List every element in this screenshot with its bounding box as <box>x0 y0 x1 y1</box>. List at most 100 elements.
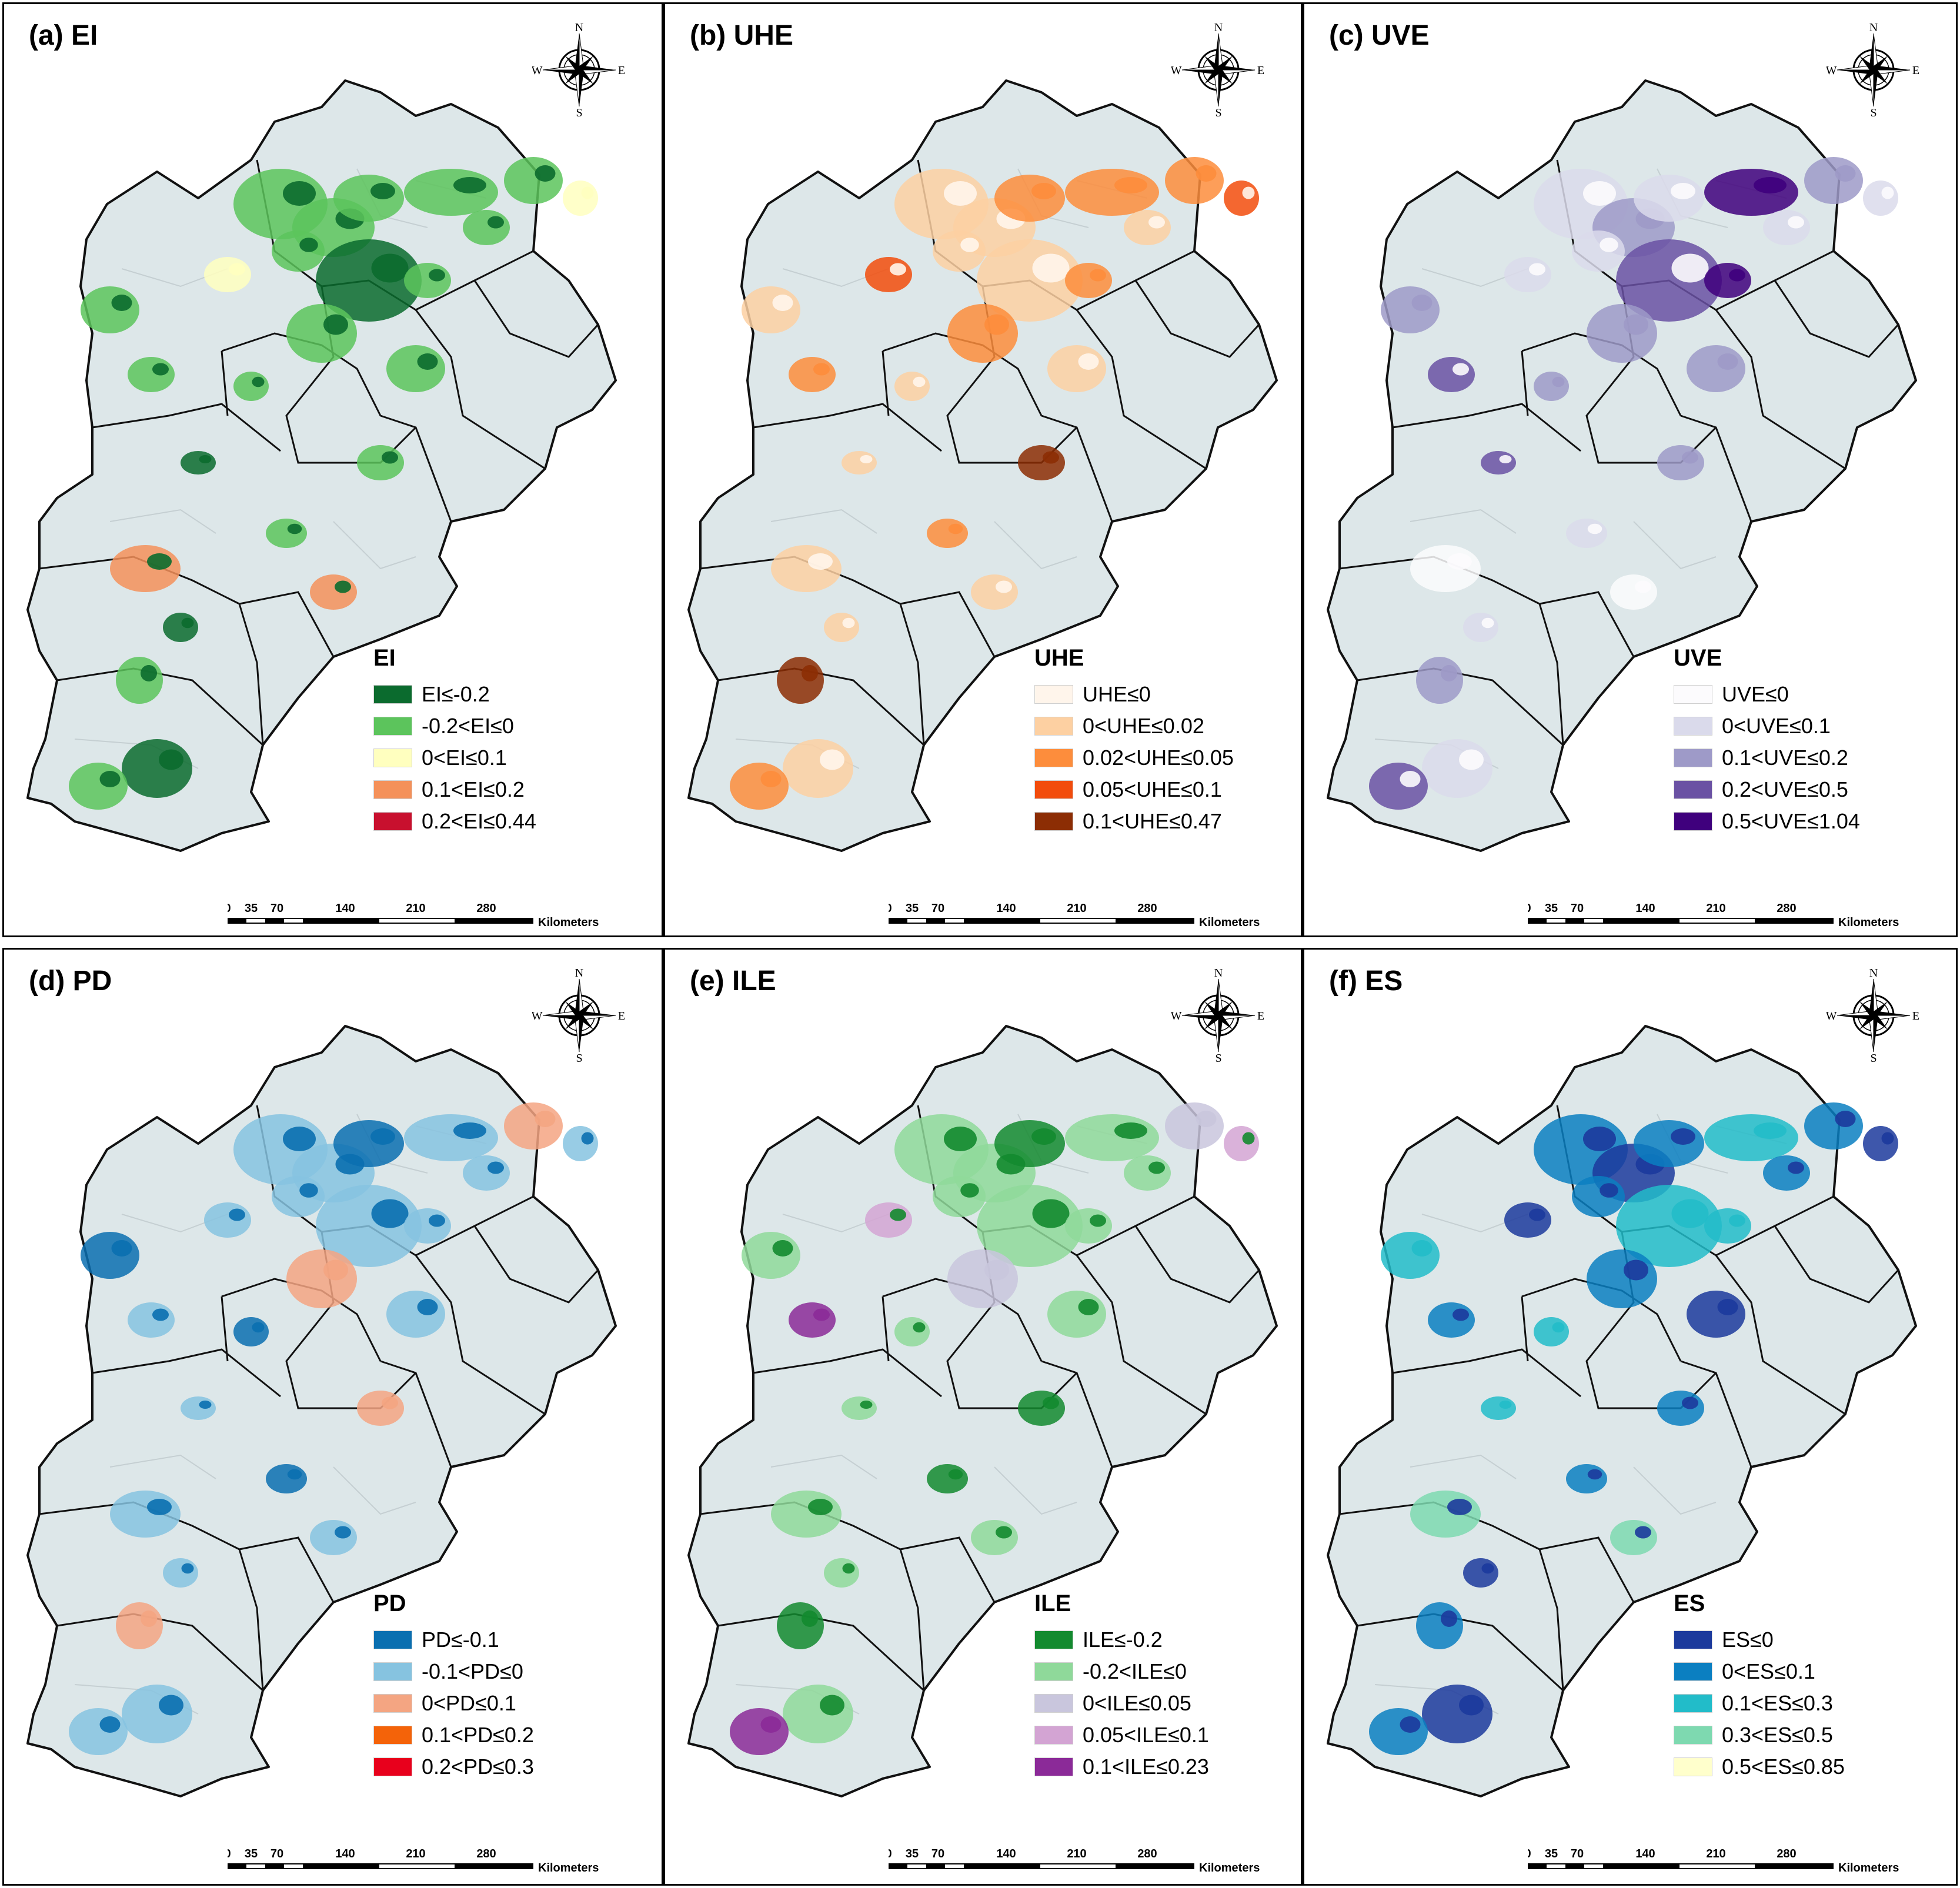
scale-tick-label: 280 <box>1137 1847 1157 1860</box>
data-patch <box>1078 353 1099 370</box>
scale-tick-label: 70 <box>271 1847 283 1860</box>
compass-north: N <box>575 968 583 980</box>
legend-item: -0.2<ILE≤0 <box>1034 1656 1209 1687</box>
scale-tick-label: 140 <box>335 902 355 915</box>
compass-south: S <box>1215 1052 1221 1062</box>
legend-item: 0.1<PD≤0.2 <box>373 1719 534 1751</box>
legend-item: 0.1<EI≤0.2 <box>373 774 536 806</box>
data-patch <box>894 372 930 401</box>
data-patch <box>252 376 265 387</box>
legend-swatch <box>373 1726 412 1745</box>
data-patches <box>1369 157 1898 810</box>
data-patch <box>1065 169 1159 216</box>
data-patch <box>860 1401 873 1409</box>
legend-swatch <box>373 748 412 767</box>
legend-label: UVE≤0 <box>1722 682 1789 706</box>
data-patch <box>122 1685 192 1743</box>
compass-north: N <box>1214 23 1223 34</box>
data-patch <box>1671 253 1709 283</box>
data-patch <box>1463 613 1498 642</box>
scale-tick-label: 70 <box>1571 1847 1584 1860</box>
data-patch <box>1600 1183 1618 1198</box>
legend-swatch <box>1034 1694 1073 1713</box>
scale-bar: 0 35 70 140 210 280 Kilometers <box>228 1847 599 1874</box>
data-patch <box>1453 363 1469 376</box>
compass-south: S <box>1215 106 1221 117</box>
legend-swatch <box>1034 1726 1073 1745</box>
data-patch <box>535 165 556 182</box>
data-patch <box>1657 445 1704 480</box>
data-patch <box>824 613 859 642</box>
data-patch <box>159 749 183 770</box>
data-patch <box>581 186 594 199</box>
data-patch <box>163 613 198 642</box>
data-patch <box>333 1120 404 1167</box>
map-panel-4: (d) PD N S E W PD PD≤-0.1 -0.1<PD≤0 0<PD≤0… <box>2 948 663 1886</box>
data-patch <box>1065 1208 1112 1244</box>
data-patch <box>1499 455 1512 463</box>
legend-swatch <box>373 717 412 736</box>
legend-label: UHE≤0 <box>1083 682 1151 706</box>
data-patch <box>1704 1114 1798 1161</box>
region-map <box>26 1025 617 1797</box>
legend-item: UHE≤0 <box>1034 679 1234 710</box>
data-patches <box>69 157 598 810</box>
data-patch <box>429 1214 445 1227</box>
data-patch <box>141 1610 157 1627</box>
data-patch <box>1165 157 1224 204</box>
legend-title: PD <box>373 1590 406 1616</box>
legend-label: ES≤0 <box>1722 1628 1774 1652</box>
scale-bar: 0 35 70 140 210 280 Kilometers <box>1528 902 1899 929</box>
map-panel-2: (b) UHE N S E W UHE UHE≤0 0<UHE≤0.02 0.02<… <box>663 2 1303 937</box>
legend-item: 0<ES≤0.1 <box>1674 1656 1845 1687</box>
data-patch <box>1453 1308 1469 1321</box>
scale-tick-label: 35 <box>1545 1847 1558 1860</box>
data-patch <box>463 1155 510 1191</box>
data-patch <box>777 1602 824 1649</box>
scale-tick-label: 140 <box>996 902 1016 915</box>
data-patch <box>860 455 873 463</box>
data-patch <box>152 363 169 376</box>
scale-tick-label: 280 <box>476 1847 496 1860</box>
data-patch <box>1634 175 1704 222</box>
data-patch <box>1704 1208 1751 1244</box>
data-patches <box>730 1102 1259 1755</box>
legend-item: 0.5<UVE≤1.04 <box>1674 806 1860 837</box>
legend-item: -0.2<EI≤0 <box>373 710 536 742</box>
data-patch <box>1242 186 1255 199</box>
compass-east: E <box>1912 1010 1919 1022</box>
data-patch <box>1671 1199 1709 1228</box>
data-patch <box>890 263 906 276</box>
data-patch <box>371 1199 409 1228</box>
scale-tick-label: 35 <box>906 1847 919 1860</box>
data-patch <box>1043 451 1059 464</box>
legend-item: 0.2<EI≤0.44 <box>373 806 536 837</box>
legend-label: 0.02<UHE≤0.05 <box>1083 746 1234 770</box>
legend-swatch <box>1034 780 1073 799</box>
data-patch <box>1881 1132 1894 1145</box>
data-patch <box>742 1232 800 1279</box>
data-patch <box>417 1299 438 1315</box>
region-map <box>1327 1025 1917 1797</box>
data-patch <box>1729 269 1745 282</box>
data-patch <box>865 257 912 292</box>
data-patch <box>417 353 438 370</box>
data-patch <box>128 1302 175 1338</box>
data-patch <box>116 1602 163 1649</box>
scale-unit: Kilometers <box>1838 1862 1899 1874</box>
data-patch <box>1400 1716 1421 1733</box>
compass-west: W <box>1171 64 1182 77</box>
data-patch <box>1459 1695 1484 1716</box>
legend-label: 0.3<ES≤0.5 <box>1722 1723 1833 1747</box>
data-patch <box>971 1520 1018 1555</box>
data-patch <box>1411 295 1433 311</box>
legend-label: 0.1<ES≤0.3 <box>1722 1691 1833 1715</box>
data-patch <box>1043 1396 1059 1409</box>
data-patch <box>1804 1102 1863 1149</box>
data-patch <box>1463 1558 1498 1588</box>
data-patch <box>813 363 830 376</box>
data-patch <box>984 1259 1009 1281</box>
legend-swatch <box>373 1757 412 1776</box>
data-patch <box>141 665 157 681</box>
data-patch <box>110 545 181 592</box>
